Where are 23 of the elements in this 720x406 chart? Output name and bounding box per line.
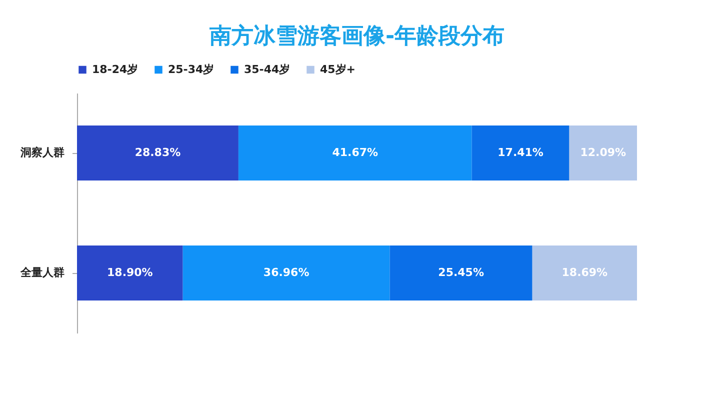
bar: [77, 126, 238, 180]
data-label: 12.09%: [580, 146, 626, 159]
legend-label: 25-34岁: [168, 62, 214, 76]
data-label: 28.83%: [134, 146, 181, 159]
bar: [569, 126, 637, 180]
data-label: 18.69%: [562, 266, 608, 279]
legend-label: 45岁+: [320, 62, 356, 76]
bar: [77, 246, 183, 300]
data-label: 36.96%: [263, 266, 310, 279]
y-tick-label: 全量人群: [20, 266, 64, 279]
bar: [182, 246, 390, 300]
bar: [472, 126, 570, 180]
chart-title: 南方冰雪游客画像-年龄段分布: [208, 23, 505, 49]
data-label: 41.67%: [332, 146, 378, 159]
data-label: 18.90%: [107, 266, 153, 279]
legend-label: 18-24岁: [92, 62, 138, 76]
bar: [238, 126, 472, 180]
bar: [390, 246, 532, 300]
y-tick-label: 洞察人群: [20, 146, 64, 159]
data-label: 17.41%: [498, 146, 544, 159]
bar: [532, 246, 637, 300]
data-label: 25.45%: [438, 266, 484, 279]
legend-label: 35-44岁: [244, 62, 290, 76]
